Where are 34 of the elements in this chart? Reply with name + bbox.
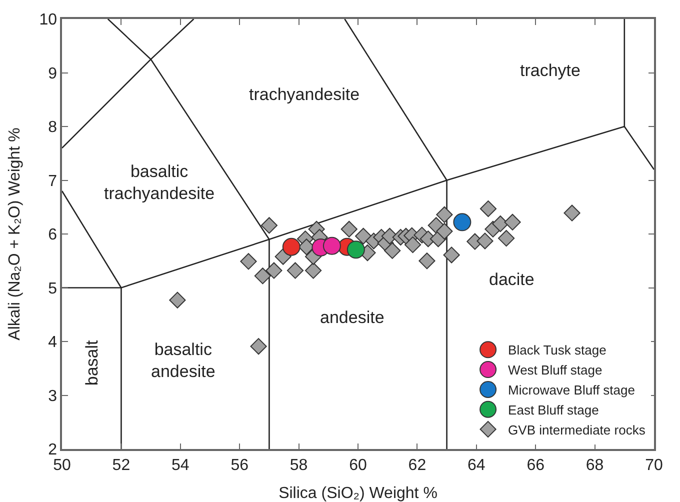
annotation: andesite bbox=[320, 308, 384, 327]
x-tick-label: 64 bbox=[468, 456, 486, 474]
annotation: basalt bbox=[82, 340, 102, 386]
y-tick-label: 3 bbox=[48, 388, 58, 405]
x-tick-label: 60 bbox=[349, 456, 367, 474]
y-tick-label: 7 bbox=[48, 172, 58, 190]
y-tick-label: 5 bbox=[48, 280, 58, 298]
legend-label: East Bluff stage bbox=[508, 402, 599, 418]
annotation: trachyte bbox=[520, 61, 580, 80]
x-tick-label: 70 bbox=[645, 456, 663, 474]
x-axis-title: Silica (SiO₂) Weight % bbox=[278, 485, 438, 502]
annotation: basaltic trachyandesite bbox=[104, 162, 215, 204]
y-tick-label: 9 bbox=[48, 65, 58, 82]
x-tick-label: 62 bbox=[408, 456, 426, 474]
annotation: dacite bbox=[489, 270, 534, 289]
y-tick-label: 2 bbox=[48, 442, 58, 459]
y-tick-label: 8 bbox=[48, 119, 58, 136]
x-tick-label: 58 bbox=[290, 456, 308, 474]
x-tick-label: 52 bbox=[112, 456, 130, 474]
x-tick-label: 68 bbox=[586, 456, 604, 474]
annotation: basaltic andesite bbox=[151, 340, 216, 382]
y-tick-label: 10 bbox=[39, 12, 58, 29]
legend-label: Black Tusk stage bbox=[508, 342, 606, 358]
x-tick-label: 54 bbox=[172, 456, 190, 474]
y-axis-title: Alkali (Na₂O + K₂O) Weight % bbox=[6, 128, 24, 340]
legend-label: Microwave Bluff stage bbox=[508, 382, 635, 398]
x-tick-label: 56 bbox=[230, 456, 249, 474]
annotation: trachyandesite bbox=[249, 85, 360, 104]
y-tick-label: 6 bbox=[48, 226, 58, 244]
y-tick-label: 4 bbox=[48, 334, 58, 352]
x-tick-label: 66 bbox=[526, 456, 545, 474]
x-tick-label: 50 bbox=[53, 456, 71, 474]
legend-label: West Bluff stage bbox=[508, 362, 602, 378]
legend-label: GVB intermediate rocks bbox=[508, 422, 646, 438]
